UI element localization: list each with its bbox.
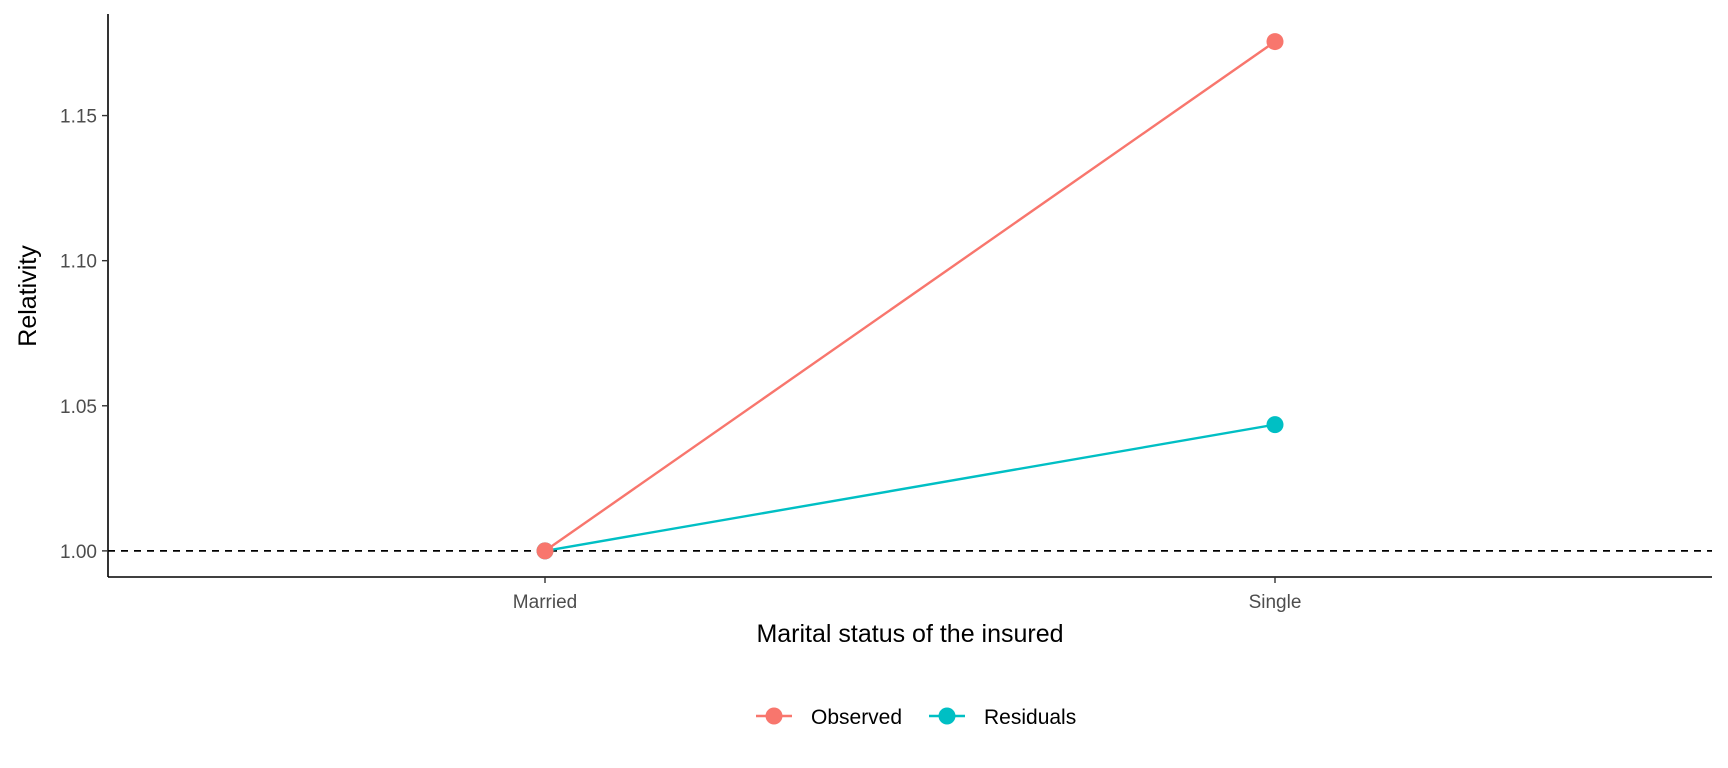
point-residuals-single	[1266, 416, 1284, 434]
x-tick-label: Single	[1249, 592, 1302, 613]
y-tick-label: 1.10	[60, 252, 97, 273]
y-tick-label: 1.05	[60, 397, 97, 418]
series-layer	[536, 33, 1284, 560]
legend-key-point-residuals	[938, 707, 956, 725]
axes-layer	[107, 14, 1712, 578]
series-line-observed	[544, 40, 1276, 552]
legend: Observed Residuals	[756, 706, 1076, 729]
y-ticks: 1.00 1.05 1.10 1.15	[60, 107, 108, 563]
point-observed-single	[1266, 33, 1284, 51]
x-tick-label: Married	[513, 592, 577, 613]
legend-label-observed: Observed	[811, 706, 902, 729]
x-axis-title: Marital status of the insured	[756, 620, 1063, 648]
point-observed-married	[536, 542, 554, 560]
y-tick-label: 1.15	[60, 107, 97, 128]
series-line-residuals	[544, 423, 1276, 553]
y-tick-label: 1.00	[60, 542, 97, 563]
legend-label-residuals: Residuals	[984, 706, 1076, 729]
x-ticks: Married Single	[513, 577, 1302, 613]
y-axis-title: Relativity	[14, 245, 42, 347]
legend-key-point-observed	[765, 707, 783, 725]
